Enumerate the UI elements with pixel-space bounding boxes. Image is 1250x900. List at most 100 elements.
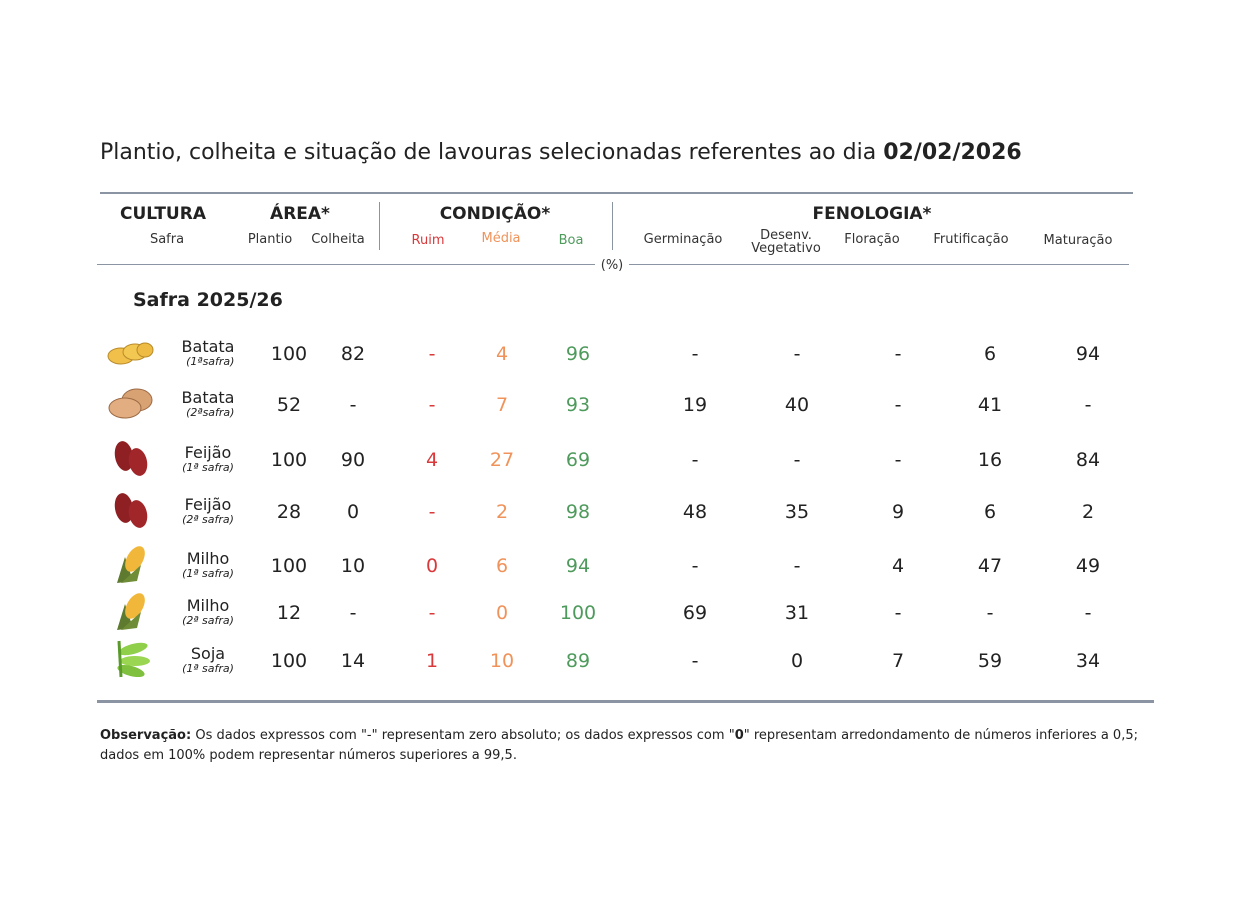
cell-frutificacao: - bbox=[986, 602, 994, 624]
cell-desenv: 35 bbox=[784, 501, 810, 523]
cell-colheita: 14 bbox=[340, 650, 366, 672]
crop-name: Milho (2ª safra) bbox=[182, 596, 234, 628]
cell-germinacao: 19 bbox=[682, 394, 708, 416]
cell-germinacao: - bbox=[691, 343, 699, 365]
crop-safra: (1ª safra) bbox=[182, 662, 234, 675]
cell-floracao: 9 bbox=[891, 501, 905, 523]
cell-germinacao: - bbox=[691, 449, 699, 471]
cell-ruim: 1 bbox=[425, 650, 439, 672]
corn-icon bbox=[111, 590, 151, 636]
header-fenologia: FENOLOGIA* bbox=[812, 204, 932, 224]
cell-plantio: 12 bbox=[276, 602, 302, 624]
cell-floracao: 4 bbox=[891, 555, 905, 577]
crop-safra: (1ªsafra) bbox=[186, 355, 235, 368]
crop-safra: (1ª safra) bbox=[182, 567, 234, 580]
cell-ruim: - bbox=[428, 394, 436, 416]
header-maturacao: Maturação bbox=[1043, 233, 1113, 248]
cell-germinacao: - bbox=[691, 555, 699, 577]
cell-maturacao: 49 bbox=[1075, 555, 1101, 577]
crop-name: Batata (2ªsafra) bbox=[181, 388, 235, 420]
cell-germinacao: 48 bbox=[682, 501, 708, 523]
section-title: Safra 2025/26 bbox=[133, 289, 283, 311]
cell-boa: 100 bbox=[559, 602, 597, 624]
header-condicao: CONDIÇÃO* bbox=[439, 204, 551, 224]
cell-plantio: 28 bbox=[276, 501, 302, 523]
cell-desenv: - bbox=[793, 555, 801, 577]
cell-ruim: - bbox=[428, 343, 436, 365]
cell-germinacao: 69 bbox=[682, 602, 708, 624]
cell-floracao: - bbox=[894, 394, 902, 416]
cell-floracao: - bbox=[894, 343, 902, 365]
page-title: Plantio, colheita e situação de lavouras… bbox=[100, 140, 1022, 165]
header-colheita: Colheita bbox=[311, 232, 365, 247]
cell-media: 2 bbox=[495, 501, 509, 523]
header-floracao: Floração bbox=[844, 232, 900, 247]
cell-boa: 69 bbox=[565, 449, 591, 471]
unit-label: (%) bbox=[600, 258, 624, 273]
cell-boa: 89 bbox=[565, 650, 591, 672]
cell-floracao: - bbox=[894, 449, 902, 471]
header-cultura: CULTURA bbox=[120, 204, 206, 224]
crop-safra: (2ª safra) bbox=[182, 513, 234, 526]
cell-frutificacao: 16 bbox=[977, 449, 1003, 471]
column-divider bbox=[612, 202, 613, 250]
cell-ruim: 0 bbox=[425, 555, 439, 577]
cell-floracao: - bbox=[894, 602, 902, 624]
header-germinacao: Germinação bbox=[643, 232, 723, 247]
cell-ruim: 4 bbox=[425, 449, 439, 471]
bottom-divider bbox=[97, 700, 1154, 703]
cell-desenv: - bbox=[793, 343, 801, 365]
cell-plantio: 100 bbox=[270, 650, 308, 672]
cell-frutificacao: 6 bbox=[983, 343, 997, 365]
cell-media: 6 bbox=[495, 555, 509, 577]
cell-plantio: 52 bbox=[276, 394, 302, 416]
cell-boa: 94 bbox=[565, 555, 591, 577]
cell-maturacao: - bbox=[1084, 602, 1092, 624]
cell-colheita: 82 bbox=[340, 343, 366, 365]
cell-ruim: - bbox=[428, 501, 436, 523]
cell-maturacao: 94 bbox=[1075, 343, 1101, 365]
cell-maturacao: 84 bbox=[1075, 449, 1101, 471]
bean-icon bbox=[111, 438, 151, 482]
corn-icon bbox=[111, 543, 151, 589]
crop-name: Feijão (1ª safra) bbox=[182, 443, 234, 475]
cell-maturacao: 2 bbox=[1081, 501, 1095, 523]
crop-safra: (2ª safra) bbox=[182, 614, 234, 627]
crop-name: Batata (1ªsafra) bbox=[181, 337, 235, 369]
cell-colheita: 0 bbox=[346, 501, 360, 523]
cell-frutificacao: 47 bbox=[977, 555, 1003, 577]
column-divider bbox=[379, 202, 380, 250]
cell-floracao: 7 bbox=[891, 650, 905, 672]
header-area: ÁREA* bbox=[270, 204, 330, 224]
crop-name: Feijão (2ª safra) bbox=[182, 495, 234, 527]
cell-colheita: - bbox=[349, 602, 357, 624]
header-desenv-vegetativo: Desenv. Vegetativo bbox=[751, 228, 821, 256]
cell-media: 0 bbox=[495, 602, 509, 624]
bean-icon bbox=[111, 490, 151, 534]
crop-name: Soja (1ª safra) bbox=[182, 644, 234, 676]
header-frutificacao: Frutificação bbox=[933, 232, 1009, 247]
potato-icon bbox=[107, 386, 155, 424]
cell-media: 27 bbox=[489, 449, 515, 471]
cell-maturacao: 34 bbox=[1075, 650, 1101, 672]
cell-desenv: - bbox=[793, 449, 801, 471]
cell-plantio: 100 bbox=[270, 343, 308, 365]
cell-maturacao: - bbox=[1084, 394, 1092, 416]
cell-frutificacao: 41 bbox=[977, 394, 1003, 416]
cell-media: 10 bbox=[489, 650, 515, 672]
cell-media: 7 bbox=[495, 394, 509, 416]
cell-desenv: 0 bbox=[790, 650, 804, 672]
cell-boa: 93 bbox=[565, 394, 591, 416]
cell-plantio: 100 bbox=[270, 555, 308, 577]
header-safra: Safra bbox=[149, 232, 185, 247]
header-media: Média bbox=[481, 231, 521, 246]
cell-frutificacao: 6 bbox=[983, 501, 997, 523]
cell-colheita: 90 bbox=[340, 449, 366, 471]
header-divider bbox=[629, 264, 1129, 265]
top-divider bbox=[100, 192, 1133, 194]
potato-yellow-icon bbox=[107, 336, 155, 372]
cell-colheita: 10 bbox=[340, 555, 366, 577]
crop-safra: (2ªsafra) bbox=[186, 406, 235, 419]
cell-germinacao: - bbox=[691, 650, 699, 672]
crop-name: Milho (1ª safra) bbox=[182, 549, 234, 581]
